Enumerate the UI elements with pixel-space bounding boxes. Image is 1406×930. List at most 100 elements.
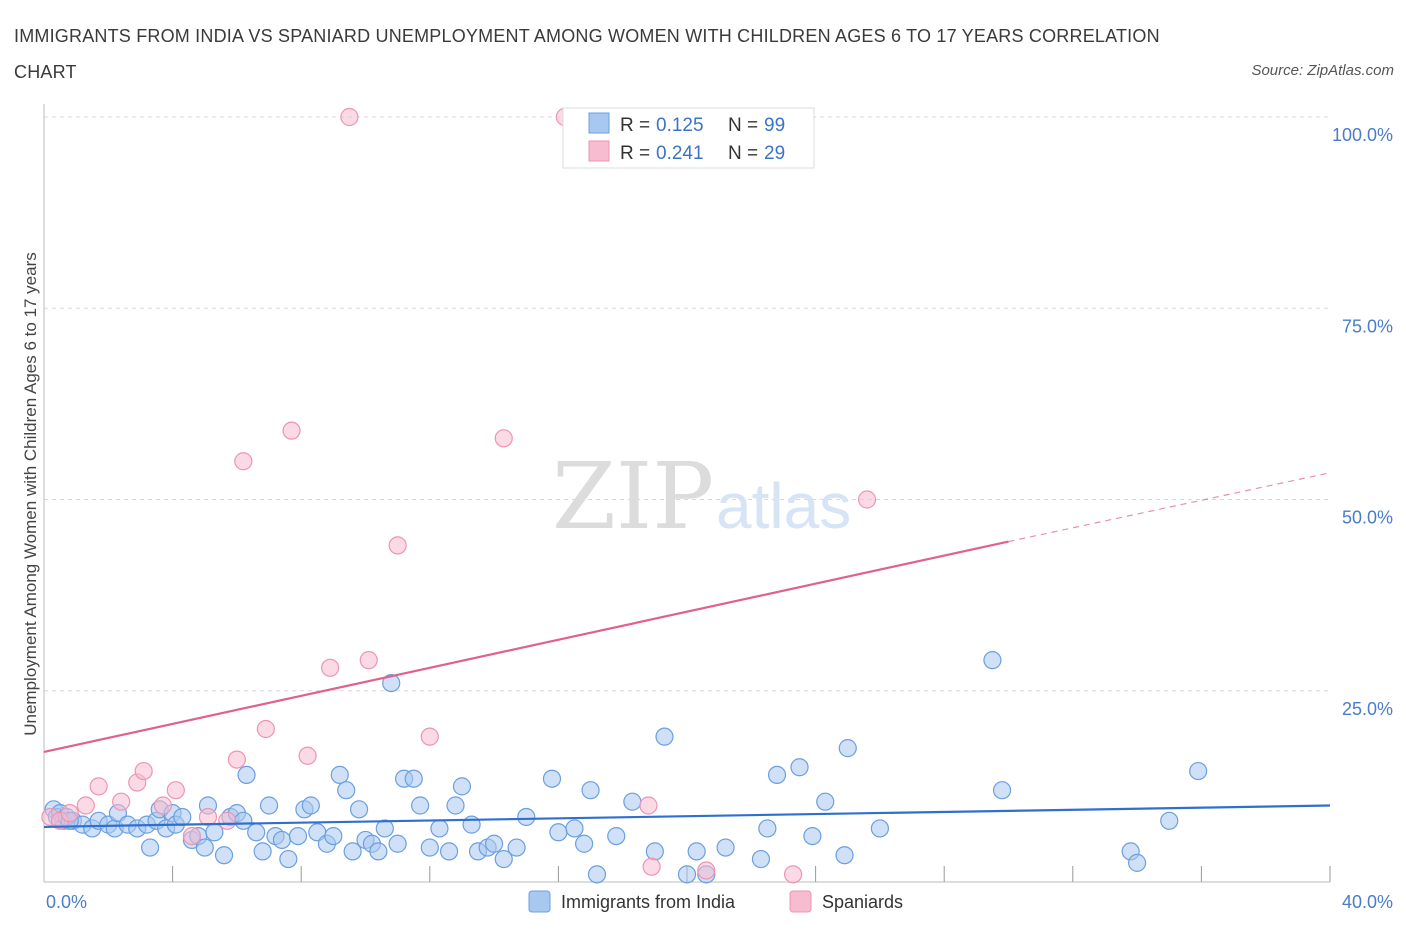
india-point-15 [140, 838, 160, 857]
india-point-36 [272, 830, 292, 850]
watermark-atlas: atlas [716, 470, 851, 542]
legend-n-label-india: N = [728, 115, 758, 136]
bottom-legend-label-india: Immigrants from India [561, 892, 736, 912]
y-tick-label-3: 100.0% [1332, 125, 1393, 145]
y-tick-label-0: 25.0% [1342, 699, 1393, 719]
india-point-80 [687, 842, 706, 861]
spaniard-point-4 [89, 777, 108, 796]
chart-title: IMMIGRANTS FROM INDIA VS SPANIARD UNEMPL… [14, 26, 1160, 82]
y-tick-label-2: 75.0% [1342, 316, 1393, 336]
india-point-72 [575, 834, 594, 853]
india-point-46 [343, 842, 362, 861]
spaniard-point-19 [340, 107, 359, 127]
india-point-92 [983, 651, 1002, 670]
legend-n-value-spaniards: 29 [764, 143, 785, 164]
bottom-legend-swatch-spaniards [789, 890, 812, 913]
india-point-93 [992, 781, 1012, 800]
spaniard-point-23 [494, 429, 513, 448]
india-point-34 [259, 796, 279, 815]
india-point-61 [452, 777, 472, 796]
legend-swatch-india [588, 112, 610, 134]
spaniard-point-12 [218, 811, 237, 830]
legend-r-value-spaniards: 0.241 [656, 143, 704, 164]
spaniard-point-25 [639, 796, 658, 815]
legend-n-label-spaniards: N = [728, 143, 758, 164]
spaniard-points [41, 107, 877, 884]
spaniard-point-9 [166, 781, 185, 800]
spaniard-point-26 [642, 857, 661, 876]
spaniard-point-14 [234, 452, 253, 471]
india-point-47 [349, 800, 369, 819]
bottom-legend-swatch-india [528, 890, 551, 913]
india-point-77 [645, 842, 664, 861]
spaniard-point-5 [112, 792, 131, 811]
spaniard-point-3 [76, 796, 95, 815]
india-point-74 [587, 865, 607, 884]
legend-r-label-india: R = [620, 115, 650, 136]
india-point-83 [751, 849, 771, 869]
india-point-50 [369, 842, 388, 861]
bottom-legend-label-spaniards: Spaniards [822, 892, 903, 912]
india-point-24 [195, 838, 214, 857]
india-point-68 [517, 807, 536, 827]
spaniard-trend-extension [1008, 472, 1331, 543]
india-point-88 [816, 792, 835, 811]
spaniard-point-22 [420, 727, 439, 746]
spaniard-point-13 [227, 750, 246, 769]
india-point-56 [411, 796, 430, 815]
india-point-96 [1160, 811, 1179, 830]
india-point-32 [247, 823, 266, 842]
india-point-69 [542, 769, 562, 788]
india-point-95 [1127, 853, 1147, 872]
top-legend: R = 0.125 N = 99 R = 0.241 N = 29 [562, 107, 815, 169]
india-point-73 [581, 781, 600, 800]
spaniard-trend-line [43, 540, 1009, 754]
india-point-79 [677, 865, 697, 884]
india-point-51 [375, 819, 394, 838]
india-point-78 [655, 727, 674, 746]
india-point-37 [279, 849, 298, 869]
india-point-45 [337, 781, 356, 800]
legend-r-label-spaniards: R = [620, 143, 650, 164]
india-point-70 [549, 823, 568, 842]
spaniard-point-7 [134, 761, 153, 781]
india-point-82 [716, 838, 735, 857]
spaniard-point-2 [60, 804, 79, 823]
india-point-65 [485, 834, 504, 853]
india-point-38 [288, 826, 308, 846]
india-point-55 [404, 769, 423, 788]
spaniard-point-16 [282, 421, 301, 440]
india-point-89 [835, 846, 854, 865]
spaniard-point-15 [256, 719, 275, 739]
india-point-71 [565, 819, 584, 838]
spaniard-point-10 [182, 826, 201, 846]
india-point-67 [507, 838, 526, 857]
spaniard-point-27 [697, 861, 716, 880]
india-points [44, 651, 1208, 884]
y-axis-title: Unemployment Among Women with Children A… [21, 252, 40, 736]
india-point-57 [420, 838, 439, 857]
india-point-31 [237, 765, 256, 785]
india-point-60 [446, 796, 465, 815]
india-point-53 [388, 834, 407, 853]
spaniard-point-20 [359, 651, 378, 670]
trend-lines [43, 472, 1331, 829]
india-point-84 [758, 819, 777, 838]
india-point-27 [214, 846, 234, 865]
spaniard-point-28 [783, 865, 803, 884]
india-point-44 [330, 765, 349, 785]
india-point-59 [439, 842, 459, 861]
spaniard-point-8 [153, 796, 173, 815]
spaniard-point-29 [857, 490, 877, 509]
spaniard-point-18 [321, 658, 340, 677]
spaniard-point-17 [298, 746, 317, 765]
legend-r-value-india: 0.125 [656, 115, 704, 136]
india-point-66 [494, 849, 513, 869]
india-point-75 [607, 826, 626, 846]
india-point-43 [324, 826, 343, 846]
india-point-91 [870, 819, 890, 838]
legend-n-value-india: 99 [764, 115, 785, 136]
india-point-21 [173, 807, 192, 827]
india-point-97 [1189, 761, 1208, 781]
